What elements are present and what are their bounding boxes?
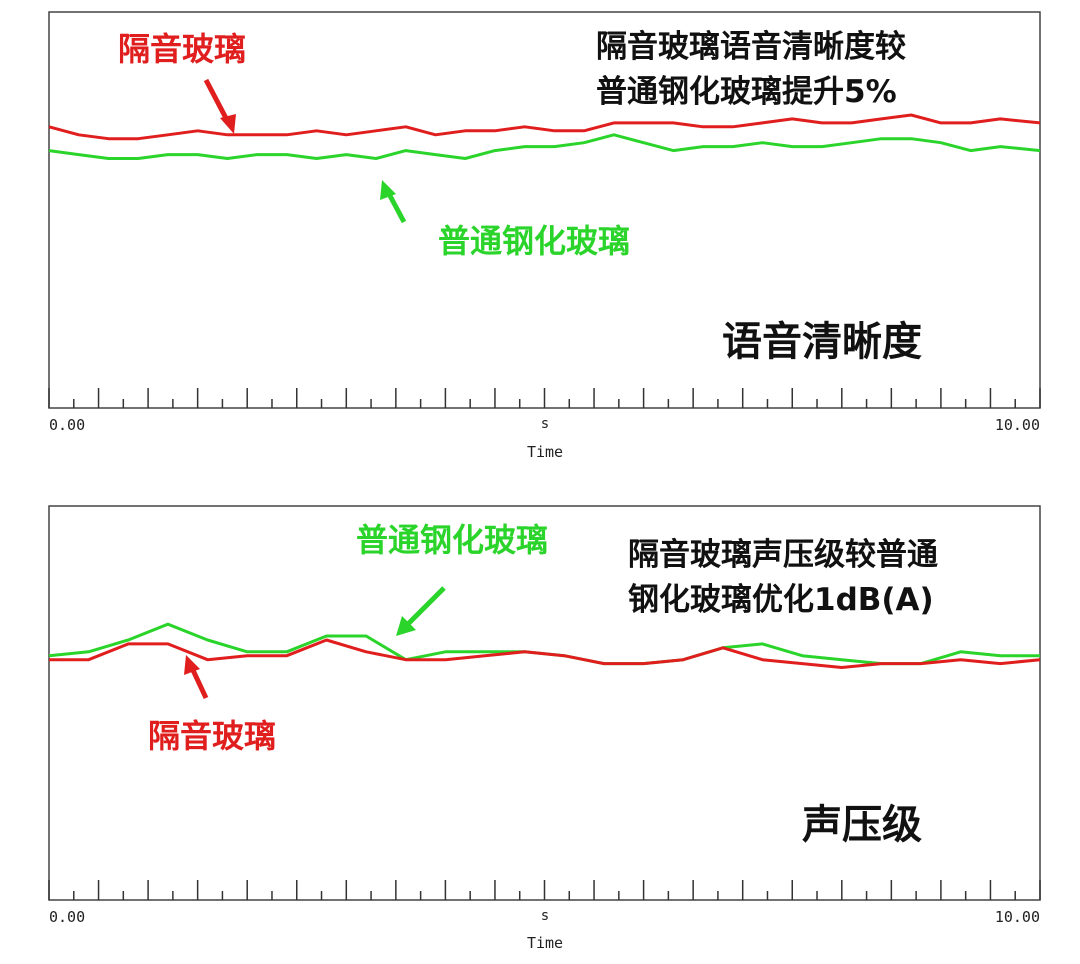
arrow-tempered: [380, 180, 407, 224]
series-line-tempered-glass: [48, 622, 1040, 666]
series-line-soundproof-glass: [49, 638, 1041, 669]
x-axis-ticks: [48, 880, 1041, 900]
x-unit-label: s: [541, 416, 549, 432]
x-unit-label: s: [541, 908, 549, 924]
chart-title: 声压级: [802, 802, 922, 848]
note-line-1: 隔音玻璃语音清晰度较: [596, 29, 906, 65]
arrow-soundproof: [184, 655, 209, 700]
series-line-tempered-glass: [48, 133, 1041, 160]
note-line-2: 普通钢化玻璃提升5%: [596, 74, 897, 110]
arrow-tempered: [396, 586, 446, 636]
x-tick-label-start: 0.00: [49, 908, 85, 926]
x-axis-label: Time: [527, 934, 563, 952]
x-axis-label: Time: [527, 443, 563, 461]
series-label-soundproof: 隔音玻璃: [118, 30, 246, 68]
note-line-1: 隔音玻璃声压级较普通: [628, 537, 938, 573]
x-tick-label-end: 10.00: [995, 908, 1040, 926]
series-lines: [48, 113, 1041, 160]
x-tick-label-end: 10.00: [995, 416, 1040, 434]
series-label-tempered: 普通钢化玻璃: [356, 521, 548, 559]
series-line-soundproof-glass: [48, 113, 1041, 141]
chart-panel-speech-clarity: 0.00 10.00 s Time 隔音玻璃 普通钢化玻璃 隔音玻璃语音清晰度较…: [48, 11, 1041, 461]
x-tick-label-start: 0.00: [49, 416, 85, 434]
series-label-soundproof: 隔音玻璃: [148, 717, 276, 755]
arrow-soundproof: [203, 78, 236, 134]
chart-panel-sound-pressure: 0.00 10.00 s Time 普通钢化玻璃 隔音玻璃 隔音玻璃声压级较普通…: [48, 505, 1041, 952]
x-axis-ticks: [48, 388, 1041, 408]
chart-title: 语音清晰度: [722, 319, 922, 365]
note-line-2: 钢化玻璃优化1dB(A): [628, 582, 934, 618]
series-label-tempered: 普通钢化玻璃: [438, 222, 630, 260]
series-lines: [48, 622, 1041, 669]
